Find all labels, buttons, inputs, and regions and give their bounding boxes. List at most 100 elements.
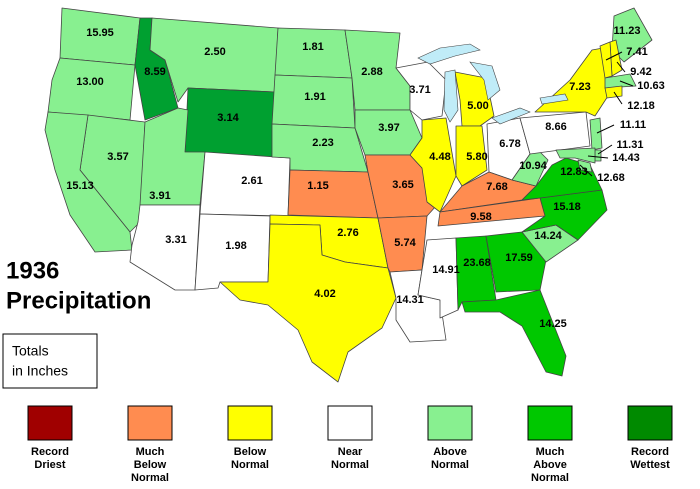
state-value: 7.23 [569,81,590,93]
state-value: 3.57 [107,151,128,163]
state-value: 3.97 [378,122,399,134]
legend-label: Wettest [630,459,670,471]
lake-erie [491,107,531,125]
legend-label: Normal [231,459,269,471]
state-value: 3.65 [392,179,413,191]
state-value: 1.15 [307,180,328,192]
state [519,111,591,155]
state-value: 2.61 [241,175,262,187]
state-value: 2.23 [312,137,333,149]
state-value: 3.31 [165,234,186,246]
state-value: 8.59 [144,66,165,78]
state [521,189,608,241]
state [287,169,379,219]
legend-swatch [427,405,473,441]
legend-swatch [627,405,673,441]
state-value: 3.14 [217,112,239,124]
legend-swatch [227,405,273,441]
state-value: 13.00 [76,76,104,88]
state-value: 1.91 [304,91,325,103]
legend-label: Below [134,459,167,471]
state-value: 14.31 [396,294,424,306]
state-value: 2.50 [204,46,225,58]
legend-label: Normal [431,459,469,471]
state [589,117,603,151]
state-value: 14.43 [612,152,640,164]
state-value: 7.68 [486,181,507,193]
leader-line [616,61,626,73]
legend-label: Much [536,446,565,458]
state [219,223,397,383]
state-value: 5.80 [466,151,487,163]
lakes [417,43,569,125]
state-value: 14.25 [539,318,567,330]
legend-label: Record [631,446,669,458]
state-value: 3.91 [149,190,170,202]
legend-label: Above [533,459,567,471]
state-value: 15.13 [66,180,94,192]
legend-label: Much [136,446,165,458]
state-value: 11.31 [617,139,644,151]
state-value: 4.48 [429,151,450,163]
lake-huron [469,61,501,101]
state-value: 1.81 [302,41,323,53]
lake-michigan [443,69,459,123]
title: 1936 [6,257,59,284]
state-value: 4.02 [314,288,335,300]
state-value: 9.58 [470,211,491,223]
leader-line [596,124,615,134]
state [461,289,567,377]
state-value: 11.23 [614,25,641,37]
state-value: 10.63 [637,80,665,92]
legend-label: Normal [531,472,569,484]
state [577,159,593,173]
state-value: 2.88 [361,66,382,78]
legend-label: Normal [131,472,169,484]
state-value: 23.68 [463,257,491,269]
state [47,57,136,121]
state-value: 11.11 [620,119,646,131]
state-value: 14.24 [534,230,562,242]
state-value: 17.59 [505,252,533,264]
state [604,85,623,99]
state-value: 7.41 [626,46,647,58]
state-value: 5.00 [467,100,488,112]
legend-swatch [27,405,73,441]
units-text: Totals [12,343,49,359]
state [485,231,547,293]
state [274,27,353,79]
state-value: 8.66 [545,121,566,133]
state-value: 15.95 [86,27,114,39]
state-value: 6.78 [499,138,520,150]
legend: RecordDriestMuchBelowNormalBelowNormalNe… [27,405,673,484]
state [129,204,201,291]
legend-label: Normal [331,459,369,471]
state [395,61,447,121]
leader-line [579,164,593,177]
legend-label: Below [234,446,267,458]
units-text: in Inches [12,363,68,379]
state [555,147,596,164]
state [594,149,602,162]
legend-swatch [327,405,373,441]
leader-line [613,91,623,105]
state [511,149,549,187]
state-value: 10.94 [519,160,547,172]
lake-ontario [539,93,569,105]
states [44,7,653,383]
lake-superior [417,43,481,65]
state-value: 12.18 [627,100,655,112]
legend-label: Record [31,446,69,458]
leader-line [587,155,609,159]
state-value: 3.71 [409,84,430,96]
state-value: 12.68 [597,172,625,184]
state-value: 1.98 [225,240,246,252]
state-value: 12.83 [560,166,588,178]
units-box [2,333,98,389]
legend-label: Above [433,446,467,458]
legend-label: Driest [34,459,66,471]
state-value: 5.74 [394,237,416,249]
state-value: 9.42 [630,66,651,78]
state [194,213,271,291]
